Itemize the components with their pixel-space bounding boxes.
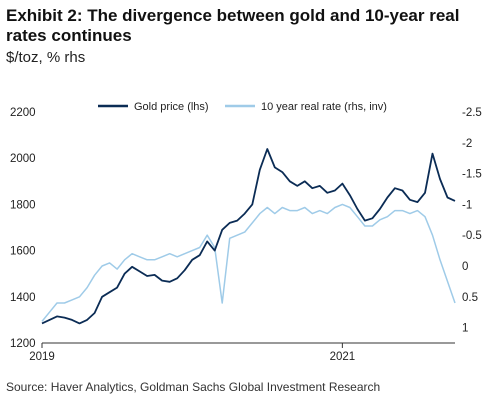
y-right-tick-label: -2 [462, 138, 472, 150]
legend-label-real-rate: 10 year real rate (rhs, inv) [261, 101, 387, 113]
y-right-tick-label: -0.5 [462, 230, 482, 242]
y-right-tick-label: -1.5 [462, 169, 482, 181]
series-lines [41, 148, 456, 325]
y-left-tick-label: 2000 [10, 153, 36, 165]
chart-title: Exhibit 2: The divergence between gold a… [6, 6, 460, 45]
y-left-tick-label: 1600 [10, 246, 36, 258]
chart-subtitle: $/toz, % rhs [6, 49, 86, 66]
axes: 2019 2021 1200 1400 1600 1800 2000 2200 1 0.5 0 -0.… [10, 107, 482, 363]
y-right-tick-label: -1 [462, 199, 472, 211]
y-right-tick-label: 0.5 [462, 292, 478, 304]
source-note: Source: Haver Analytics, Goldman Sachs G… [6, 380, 381, 394]
gold-price-line [41, 148, 456, 325]
chart-plot: Gold price (lhs) 10 year real rate (rhs,… [10, 101, 482, 363]
x-tick-label: 2021 [330, 351, 356, 363]
y-left-tick-label: 1800 [10, 199, 36, 211]
legend: Gold price (lhs) 10 year real rate (rhs,… [98, 101, 387, 113]
legend-label-gold: Gold price (lhs) [134, 101, 209, 113]
y-right-tick-label: 0 [462, 261, 468, 273]
real-rate-line [41, 203, 456, 322]
y-right-tick-label: -2.5 [462, 107, 482, 119]
y-right-tick-label: 1 [462, 323, 468, 335]
y-left-tick-label: 1200 [10, 338, 36, 350]
y-left-tick-label: 1400 [10, 292, 36, 304]
y-left-tick-label: 2200 [10, 107, 36, 119]
x-tick-label: 2019 [29, 351, 55, 363]
